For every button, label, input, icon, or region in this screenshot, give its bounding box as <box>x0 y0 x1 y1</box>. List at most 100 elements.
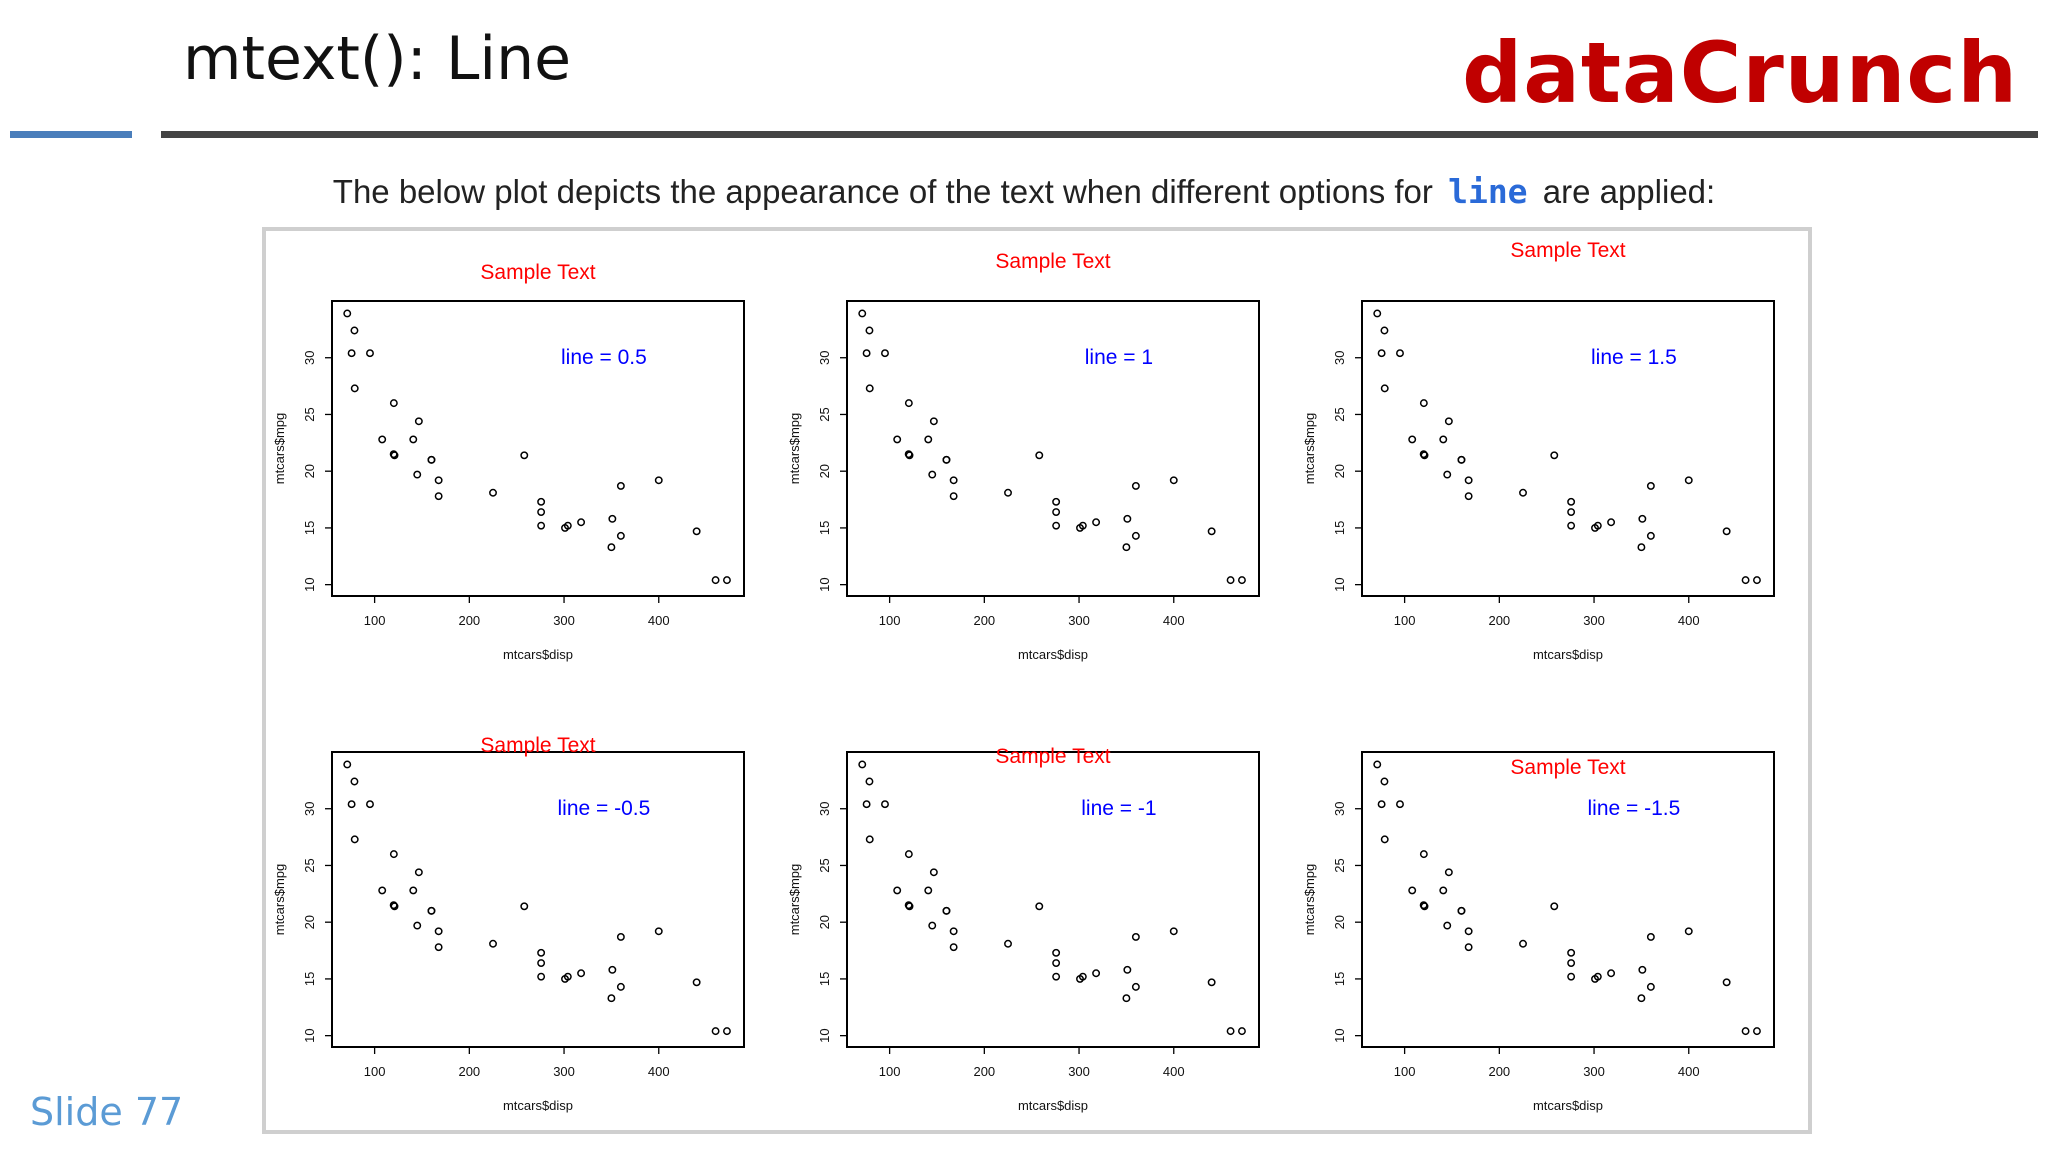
data-point <box>434 492 443 501</box>
y-tick-label: 25 <box>1332 407 1347 421</box>
x-tick-label: 400 <box>1163 1064 1185 1079</box>
y-tick-label: 15 <box>817 521 832 535</box>
x-axis-label: mtcars$disp <box>1533 647 1603 662</box>
data-point <box>1052 497 1061 506</box>
data-point <box>414 417 423 426</box>
data-point <box>577 518 586 527</box>
data-point <box>904 850 913 859</box>
data-point <box>616 982 625 991</box>
data-point <box>1408 435 1417 444</box>
data-point <box>1373 760 1382 769</box>
data-point <box>1238 1027 1246 1036</box>
x-tick-label: 200 <box>1488 1064 1510 1079</box>
scatter-plot-grid: 100 200 300 400 10 15 20 25 30 mtcars$disp mtcars$… <box>272 239 1775 1113</box>
data-point <box>924 435 933 444</box>
subtitle-text-end: are applied: <box>1542 173 1716 210</box>
y-tick-label: 30 <box>302 801 317 815</box>
data-point <box>607 543 616 552</box>
data-point <box>1377 349 1386 358</box>
data-point <box>608 514 617 523</box>
data-point <box>577 969 586 978</box>
data-point <box>1550 902 1559 911</box>
data-point <box>1722 527 1731 536</box>
x-tick-label: 400 <box>1678 1064 1700 1079</box>
data-point <box>378 886 387 895</box>
data-point <box>1464 492 1473 501</box>
y-tick-label: 30 <box>1332 350 1347 364</box>
y-tick-label: 30 <box>817 350 832 364</box>
data-point <box>1396 800 1404 809</box>
y-tick-label: 25 <box>302 407 317 421</box>
data-point <box>1122 994 1131 1003</box>
data-point <box>1131 481 1140 490</box>
data-point <box>858 760 867 769</box>
y-tick-label: 10 <box>302 577 317 591</box>
data-point <box>537 959 546 967</box>
y-tick-label: 10 <box>1332 577 1347 591</box>
data-point <box>1131 932 1140 941</box>
x-tick-label: 200 <box>973 613 995 628</box>
data-point <box>390 902 399 911</box>
y-tick-label: 10 <box>1332 1028 1347 1042</box>
data-point <box>1207 527 1216 536</box>
data-point <box>881 800 889 809</box>
scatter-panel-1: 100 200 300 400 10 15 20 25 30 mtcars$disp mtcars$… <box>272 261 745 662</box>
y-tick-label: 15 <box>817 972 832 986</box>
data-point <box>1457 906 1466 915</box>
y-axis-label: mtcars$mpg <box>1302 864 1317 936</box>
y-tick-label: 20 <box>302 464 317 478</box>
data-point <box>723 1027 731 1036</box>
data-point <box>390 451 399 460</box>
x-tick-label: 100 <box>879 613 901 628</box>
data-point <box>1439 435 1448 444</box>
data-point <box>537 948 546 957</box>
data-point <box>1741 576 1750 585</box>
data-point <box>1444 868 1453 877</box>
data-point <box>1052 521 1061 530</box>
data-point <box>862 800 871 809</box>
mtext-sample-text: Sample Text <box>1510 756 1625 779</box>
mtext-sample-text: Sample Text <box>995 745 1110 768</box>
data-point <box>434 927 443 936</box>
data-point <box>537 497 546 506</box>
data-point <box>343 309 352 318</box>
data-point <box>865 835 874 844</box>
data-point <box>413 470 422 479</box>
y-tick-label: 15 <box>302 972 317 986</box>
y-tick-label: 10 <box>302 1028 317 1042</box>
mtext-sample-text: Sample Text <box>995 250 1110 273</box>
data-point <box>1380 835 1389 844</box>
data-point <box>692 527 701 536</box>
data-point <box>1226 576 1235 585</box>
slide-title: mtext(): Line <box>183 24 572 94</box>
y-tick-label: 15 <box>1332 972 1347 986</box>
data-point <box>654 927 663 936</box>
y-tick-label: 15 <box>302 521 317 535</box>
x-tick-label: 100 <box>364 613 386 628</box>
data-point <box>1646 932 1655 941</box>
x-tick-label: 300 <box>553 613 575 628</box>
data-point <box>608 965 617 974</box>
data-point <box>607 994 616 1003</box>
data-point <box>1004 939 1012 948</box>
data-point <box>942 455 951 464</box>
data-point <box>350 777 359 786</box>
data-point <box>409 886 418 895</box>
data-point <box>366 349 374 358</box>
data-point <box>1169 476 1178 485</box>
data-point <box>1464 943 1473 952</box>
data-point <box>1464 476 1473 485</box>
data-point <box>1035 451 1044 460</box>
x-axis-label: mtcars$disp <box>503 647 573 662</box>
scatter-panel-5: 100 200 300 400 10 15 20 25 30 mtcars$disp mtcars$… <box>787 745 1260 1113</box>
data-point <box>1420 902 1429 911</box>
y-tick-label: 30 <box>817 801 832 815</box>
data-point <box>1380 777 1389 786</box>
data-point <box>1638 965 1647 974</box>
x-tick-label: 100 <box>1394 1064 1416 1079</box>
data-point <box>350 835 359 844</box>
y-tick-label: 10 <box>817 577 832 591</box>
data-point <box>1753 576 1761 585</box>
data-point <box>1638 514 1647 523</box>
data-point <box>413 921 422 930</box>
